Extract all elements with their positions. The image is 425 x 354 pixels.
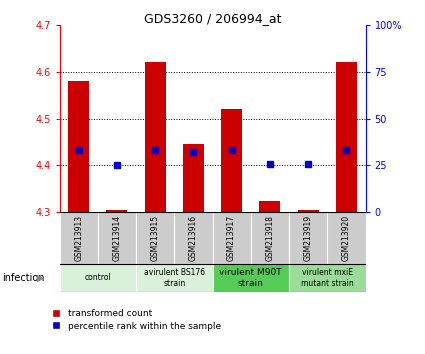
Text: GSM213917: GSM213917: [227, 215, 236, 261]
Bar: [259, 201, 280, 212]
Bar: [212, 264, 289, 292]
Text: virulent M90T
strain: virulent M90T strain: [219, 268, 282, 287]
Text: GSM213914: GSM213914: [112, 215, 122, 261]
Bar: [106, 210, 128, 212]
Bar: [136, 264, 212, 292]
Bar: [327, 212, 366, 264]
Bar: [60, 264, 136, 292]
Text: GDS3260 / 206994_at: GDS3260 / 206994_at: [144, 12, 281, 25]
Bar: [60, 212, 98, 264]
Bar: [183, 144, 204, 212]
Text: GSM213919: GSM213919: [303, 215, 313, 261]
Bar: [298, 210, 319, 212]
Text: GSM213918: GSM213918: [265, 215, 275, 261]
Text: GSM213915: GSM213915: [150, 215, 160, 261]
Legend: transformed count, percentile rank within the sample: transformed count, percentile rank withi…: [47, 309, 221, 331]
Text: GSM213920: GSM213920: [342, 215, 351, 261]
Bar: [68, 81, 89, 212]
Bar: [221, 109, 242, 212]
Text: GSM213913: GSM213913: [74, 215, 83, 261]
Bar: [98, 212, 136, 264]
Bar: [289, 264, 366, 292]
Bar: [251, 212, 289, 264]
Text: virulent mxiE
mutant strain: virulent mxiE mutant strain: [301, 268, 354, 287]
Text: avirulent BS176
strain: avirulent BS176 strain: [144, 268, 205, 287]
Text: control: control: [85, 273, 111, 282]
Bar: [212, 212, 251, 264]
Bar: [336, 62, 357, 212]
Bar: [289, 212, 327, 264]
Bar: [136, 212, 174, 264]
Bar: [174, 212, 212, 264]
Text: GSM213916: GSM213916: [189, 215, 198, 261]
Text: infection: infection: [2, 273, 45, 283]
Text: ▶: ▶: [37, 273, 45, 283]
Bar: [144, 62, 166, 212]
